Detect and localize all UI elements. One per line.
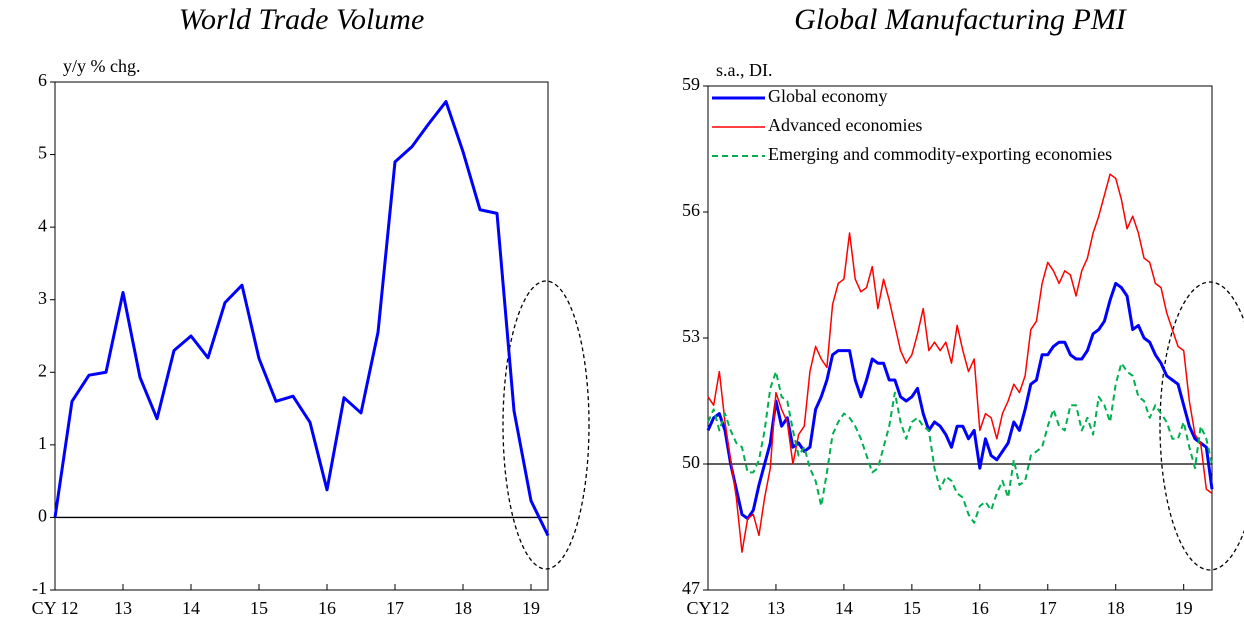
x-tick-label: 15 bbox=[903, 598, 921, 618]
y-tick-label: 47 bbox=[682, 578, 700, 598]
x-tick-label: CY 12 bbox=[32, 598, 79, 618]
x-tick-label: 16 bbox=[971, 598, 989, 618]
y-axis-label: s.a., DI. bbox=[716, 60, 773, 80]
series-line bbox=[706, 281, 1214, 521]
x-tick-label: 17 bbox=[1039, 598, 1057, 618]
highlight-ellipse bbox=[502, 280, 590, 570]
x-tick-label: 13 bbox=[114, 598, 132, 618]
y-tick-label: 1 bbox=[38, 433, 47, 453]
y-tick-label: 2 bbox=[38, 360, 47, 380]
y-tick-label: 4 bbox=[38, 215, 47, 235]
y-tick-label: 50 bbox=[682, 452, 700, 472]
y-tick-label: -1 bbox=[32, 578, 47, 598]
y-tick-label: 53 bbox=[682, 326, 700, 346]
chart-title: World Trade Volume bbox=[179, 3, 425, 36]
x-tick-label: 14 bbox=[182, 598, 200, 618]
legend-label: Emerging and commodity-exporting economi… bbox=[768, 144, 1112, 164]
series-line bbox=[53, 100, 550, 537]
x-tick-label: 17 bbox=[386, 598, 404, 618]
legend-label: Global economy bbox=[768, 86, 887, 106]
chart-title: Global Manufacturing PMI bbox=[794, 3, 1128, 36]
legend-label: Advanced economies bbox=[768, 115, 922, 135]
series-line bbox=[707, 362, 1213, 524]
series-line bbox=[707, 173, 1213, 553]
x-tick-label: CY12 bbox=[686, 598, 729, 618]
y-tick-label: 0 bbox=[38, 506, 47, 526]
y-axis-label: y/y % chg. bbox=[63, 56, 140, 76]
y-tick-label: 6 bbox=[38, 70, 47, 90]
x-tick-label: 15 bbox=[250, 598, 268, 618]
x-tick-label: 18 bbox=[454, 598, 472, 618]
x-tick-label: 19 bbox=[522, 598, 540, 618]
plot-frame bbox=[54, 81, 549, 591]
highlight-ellipse bbox=[1159, 281, 1244, 571]
y-tick-label: 5 bbox=[38, 143, 47, 163]
y-tick-label: 56 bbox=[682, 200, 700, 220]
x-tick-label: 16 bbox=[318, 598, 336, 618]
y-tick-label: 59 bbox=[682, 74, 700, 94]
x-tick-label: 19 bbox=[1175, 598, 1193, 618]
y-tick-label: 3 bbox=[38, 288, 47, 308]
x-tick-label: 14 bbox=[835, 598, 853, 618]
x-tick-label: 13 bbox=[767, 598, 785, 618]
x-tick-label: 18 bbox=[1107, 598, 1125, 618]
